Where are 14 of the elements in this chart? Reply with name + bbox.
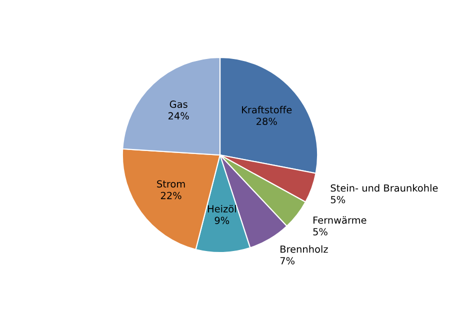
slice-label: Kraftstoffe	[242, 106, 292, 114]
data-label: 7%	[280, 257, 295, 264]
slice-label: Gas	[170, 100, 188, 108]
slice-label: Stein- und Braunkohle	[330, 184, 438, 192]
data-label: 5%	[313, 228, 328, 236]
data-label: 5%	[330, 196, 346, 204]
data-label: 9%	[214, 216, 230, 224]
slice-label: Strom	[157, 180, 185, 188]
slice-label: Heizöl	[208, 204, 236, 212]
data-label: 22%	[160, 192, 182, 200]
data-label: 24%	[168, 112, 189, 120]
slice-label: Brennholz	[280, 245, 328, 253]
data-label: 28%	[256, 118, 277, 126]
slice-label: Fernwärme	[313, 216, 366, 224]
